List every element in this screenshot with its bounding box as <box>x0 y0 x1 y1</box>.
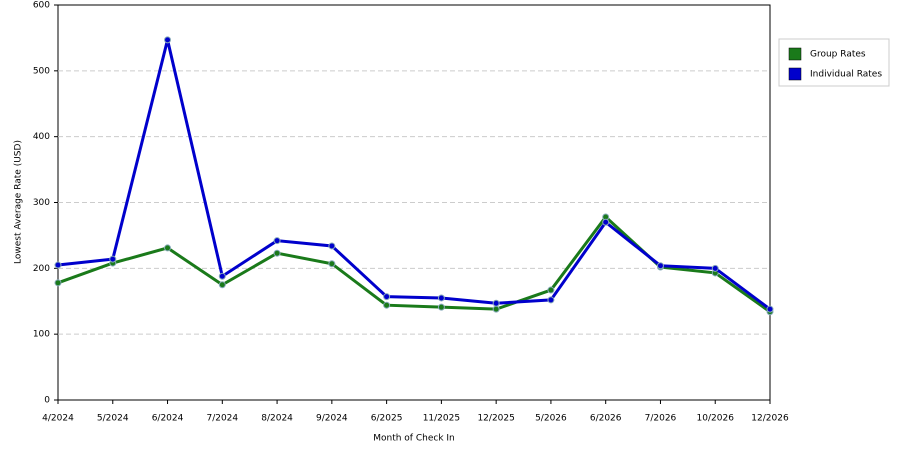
x-tick-label: 5/2026 <box>535 414 567 424</box>
y-axis-label: Lowest Average Rate (USD) <box>14 140 24 264</box>
point <box>383 293 391 301</box>
x-tick-label: 11/2025 <box>423 414 460 424</box>
point <box>711 264 719 272</box>
point <box>54 261 62 269</box>
x-tick-label: 7/2026 <box>645 414 677 424</box>
point <box>54 279 62 287</box>
y-tick-label: 500 <box>33 66 50 76</box>
point <box>328 260 336 268</box>
x-axis-label: Month of Check In <box>373 434 455 444</box>
x-tick-label: 4/2024 <box>42 414 74 424</box>
x-tick-label: 8/2024 <box>261 414 293 424</box>
legend-swatch <box>788 47 802 61</box>
x-tick-label: 5/2024 <box>97 414 129 424</box>
point <box>109 255 117 263</box>
x-tick-label: 6/2025 <box>371 414 403 424</box>
legend-label: Individual Rates <box>810 70 882 80</box>
point <box>437 294 445 302</box>
legend-label: Group Rates <box>810 50 866 60</box>
point <box>547 296 555 304</box>
point <box>328 242 336 250</box>
x-tick-label: 6/2024 <box>152 414 184 424</box>
point <box>547 286 555 294</box>
point <box>766 305 774 313</box>
x-tick-label: 12/2026 <box>751 414 789 424</box>
x-tick-label: 6/2026 <box>590 414 622 424</box>
y-tick-label: 200 <box>33 264 50 274</box>
point <box>602 218 610 226</box>
point <box>656 262 664 270</box>
series-line <box>57 39 771 311</box>
x-tick-label: 12/2025 <box>477 414 514 424</box>
x-tick-label: 7/2024 <box>206 414 238 424</box>
point <box>492 305 500 313</box>
y-tick-label: 400 <box>33 132 50 142</box>
y-tick-label: 300 <box>33 198 50 208</box>
point <box>383 301 391 309</box>
point <box>164 36 172 44</box>
point <box>273 237 281 245</box>
point <box>492 299 500 307</box>
legend-swatch <box>788 67 802 81</box>
point <box>437 303 445 311</box>
y-tick-label: 100 <box>33 330 50 340</box>
point <box>218 281 226 289</box>
point <box>273 249 281 257</box>
y-tick-label: 0 <box>44 396 50 406</box>
y-tick-label: 600 <box>33 1 50 11</box>
x-tick-label: 9/2024 <box>316 414 348 424</box>
point <box>218 272 226 280</box>
x-tick-label: 10/2026 <box>697 414 735 424</box>
point <box>164 244 172 252</box>
